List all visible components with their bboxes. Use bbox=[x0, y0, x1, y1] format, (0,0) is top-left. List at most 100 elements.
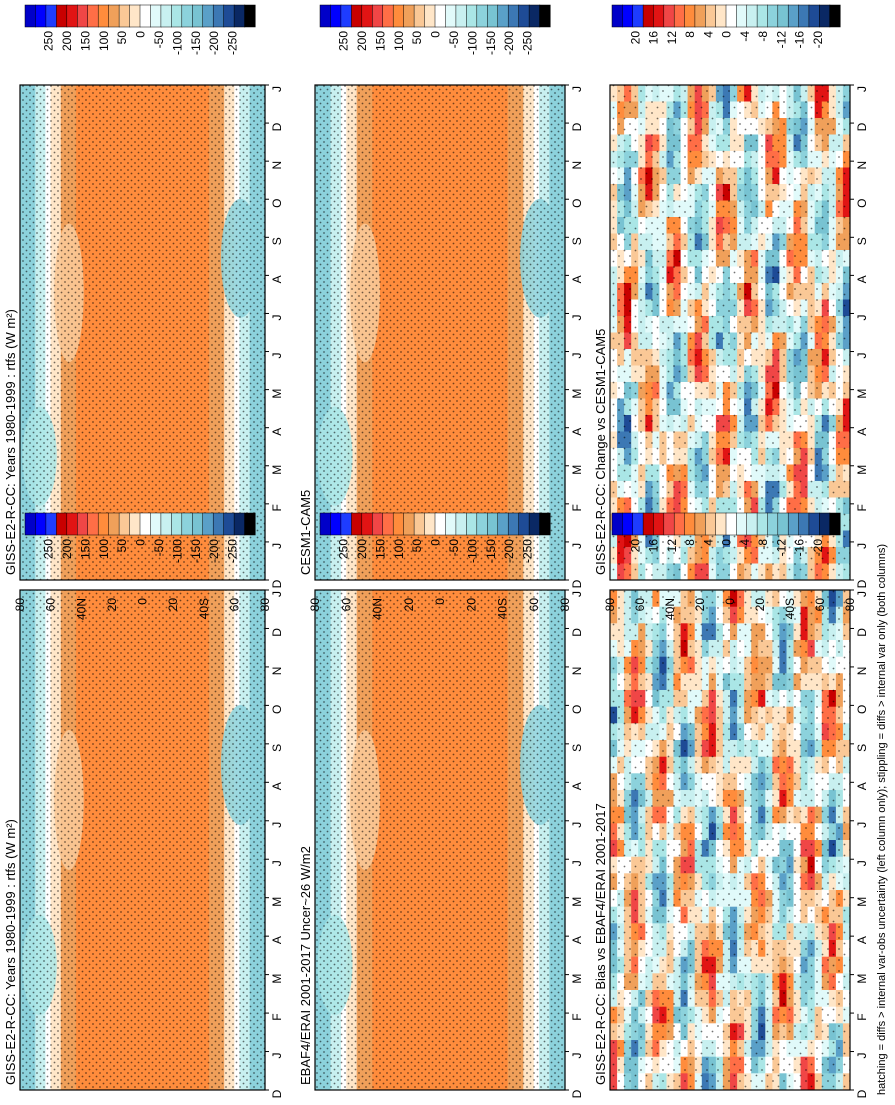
colorbar-tick-label: 150 bbox=[373, 539, 387, 559]
colorbar-tick-label: -250 bbox=[226, 31, 240, 55]
x-tick-label: D bbox=[570, 122, 584, 131]
colorbar-swatch bbox=[466, 4, 478, 28]
colorbar-swatch bbox=[77, 4, 89, 28]
colorbar-swatch bbox=[829, 512, 841, 536]
colorbar-swatch bbox=[705, 4, 717, 28]
colorbar-swatch bbox=[66, 4, 78, 28]
chart-panel-2: EBAF4/ERAI 2001-2017 Uncer~26 W/m2 D J F M A M… bbox=[298, 589, 584, 1098]
colorbar-swatch bbox=[361, 4, 373, 28]
colorbar-swatch bbox=[445, 512, 457, 536]
y-tick-label: 60 bbox=[227, 598, 241, 612]
colorbar-swatch bbox=[622, 4, 634, 28]
plot-frame bbox=[314, 589, 566, 1091]
colorbar-swatch bbox=[497, 4, 509, 28]
x-tick-label: A bbox=[570, 936, 584, 944]
x-tick-label: A bbox=[270, 428, 284, 436]
x-tick-label: N bbox=[270, 161, 284, 170]
colorbar-swatch bbox=[351, 512, 363, 536]
x-tick-label: M bbox=[570, 389, 584, 399]
y-tick-label: 40S bbox=[197, 598, 211, 619]
colorbar-swatch bbox=[202, 512, 214, 536]
x-tick-label: S bbox=[270, 237, 284, 245]
colorbar-swatch bbox=[746, 512, 758, 536]
chart-panel-1: GISS-E2-R-CC: Years 1980-1999 : rtfs (W … bbox=[3, 84, 284, 620]
x-tick-label: M bbox=[570, 465, 584, 475]
colorbar-swatch bbox=[351, 4, 363, 28]
y-tick-label: 40N bbox=[663, 598, 677, 620]
x-tick-label: F bbox=[855, 504, 869, 511]
x-tick-label: O bbox=[570, 199, 584, 208]
colorbar-swatch bbox=[487, 4, 499, 28]
x-tick-label: O bbox=[855, 705, 869, 714]
colorbar-swatch bbox=[819, 4, 831, 28]
panel-title: EBAF4/ERAI 2001-2017 Uncer~26 W/m2 bbox=[298, 846, 313, 1085]
colorbar-tick-label: 0 bbox=[134, 539, 148, 546]
colorbar-tick-label: 0 bbox=[720, 539, 734, 546]
colorbar-swatch bbox=[518, 4, 530, 28]
x-tick-label: D bbox=[855, 579, 869, 588]
x-tick-label: J bbox=[570, 86, 584, 92]
chart-panel-4: GISS-E2-R-CC: Bias vs EBAF4/ERAI 2001-20… bbox=[593, 589, 869, 1098]
colorbar-swatch bbox=[403, 512, 415, 536]
colorbar-tick-label: 150 bbox=[373, 31, 387, 51]
colorbar-swatch bbox=[35, 512, 47, 536]
colorbar-swatch bbox=[798, 4, 810, 28]
x-tick-label: O bbox=[270, 199, 284, 208]
x-tick-label: J bbox=[270, 591, 284, 597]
colorbar-swatch bbox=[715, 4, 727, 28]
colorbar-swatch bbox=[340, 4, 352, 28]
x-tick-label: O bbox=[855, 199, 869, 208]
colorbar-swatch bbox=[392, 4, 405, 28]
colorbar-swatch bbox=[673, 4, 686, 28]
y-tick-label: 80 bbox=[308, 598, 322, 612]
x-tick-label: A bbox=[855, 782, 869, 790]
x-tick-label: J bbox=[855, 1053, 869, 1059]
panel-title: CESM1-CAM5 bbox=[298, 490, 313, 575]
colorbar-tick-label: 100 bbox=[97, 539, 111, 559]
colorbar-swatch bbox=[767, 4, 779, 28]
colorbar-swatch bbox=[507, 4, 520, 28]
colorbar-abs-mid-bottom: 250 200 150 100 50 0 -50 -100 -150 -200 -250 bbox=[319, 512, 551, 563]
y-tick-label: 40S bbox=[496, 598, 510, 619]
x-tick-label: S bbox=[570, 237, 584, 245]
x-tick-label: J bbox=[570, 353, 584, 359]
figure-footnote: hatching = diffs > internal var-obs unce… bbox=[876, 544, 888, 1095]
x-tick-label: M bbox=[270, 974, 284, 984]
y-tick-label: 80 bbox=[843, 598, 857, 612]
y-tick-label: 60 bbox=[44, 598, 58, 612]
colorbar-swatch bbox=[129, 512, 141, 536]
colorbar-swatch bbox=[413, 4, 426, 28]
colorbar-swatch bbox=[528, 4, 541, 28]
x-tick-label: N bbox=[570, 667, 584, 676]
x-tick-label: O bbox=[570, 705, 584, 714]
colorbar-swatch bbox=[66, 512, 78, 536]
colorbar-tick-label: 16 bbox=[647, 31, 661, 45]
colorbar-tick-label: 50 bbox=[410, 539, 424, 553]
x-tick-label: F bbox=[855, 1013, 869, 1020]
colorbar-swatch bbox=[725, 4, 737, 28]
colorbar-swatch bbox=[87, 512, 99, 536]
colorbar-swatch bbox=[319, 512, 332, 536]
colorbar-swatch bbox=[361, 512, 373, 536]
panel-title: GISS-E2-R-CC: Change vs CESM1-CAM5 bbox=[593, 329, 608, 575]
colorbar-swatch bbox=[56, 512, 68, 536]
colorbar-swatch bbox=[476, 512, 488, 536]
colorbar-tick-label: 8 bbox=[683, 31, 697, 38]
colorbar-swatch bbox=[45, 4, 57, 28]
colorbar-swatch bbox=[97, 4, 110, 28]
colorbar-swatch bbox=[223, 512, 235, 536]
x-tick-label: M bbox=[270, 897, 284, 907]
colorbar-swatch bbox=[424, 512, 436, 536]
colorbar-tick-label: -4 bbox=[738, 539, 752, 550]
colorbar-tick-label: -150 bbox=[189, 539, 203, 563]
colorbar-swatch bbox=[736, 512, 748, 536]
y-tick-label: 40N bbox=[74, 598, 88, 620]
colorbar-swatch bbox=[150, 512, 162, 536]
colorbar-tick-label: 0 bbox=[429, 31, 443, 38]
plot-frame bbox=[19, 84, 266, 581]
x-tick-label: A bbox=[570, 782, 584, 790]
x-tick-label: N bbox=[855, 667, 869, 676]
colorbar-swatch bbox=[829, 4, 841, 28]
colorbar-tick-label: 12 bbox=[665, 539, 679, 553]
y-tick-label: 80 bbox=[558, 598, 572, 612]
